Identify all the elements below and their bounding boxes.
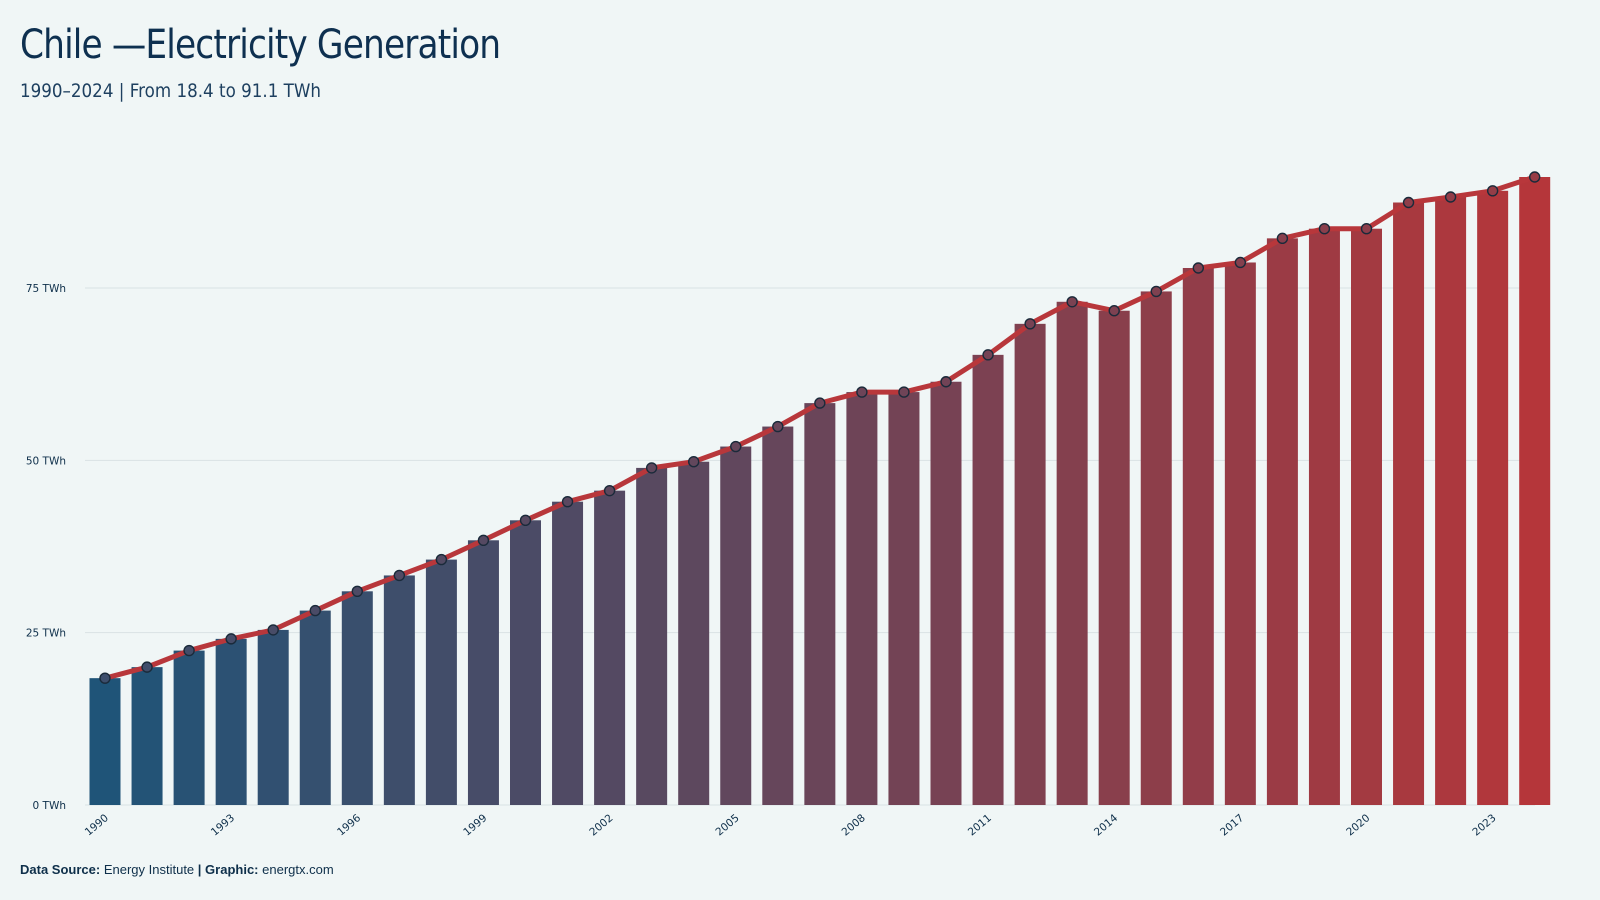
data-point [940,376,952,388]
x-tick-label: 2023 [1470,812,1498,838]
bar [720,446,752,805]
bar [1351,228,1382,806]
x-tick-label: 1990 [83,812,111,838]
data-point [1066,296,1078,308]
data-point [1528,171,1541,183]
bar [762,426,794,805]
data-point [519,514,532,526]
x-tick-label: 1996 [335,812,363,839]
data-point [645,462,658,474]
bar [888,392,920,805]
bar [1182,267,1214,805]
bar [425,559,457,805]
data-point [435,553,448,566]
data-point [772,420,784,433]
bar [1435,196,1467,805]
y-tick-label: 50 TWh [26,455,66,467]
x-tick-label: 2014 [1092,812,1120,839]
bar [89,678,121,805]
data-point [561,495,574,508]
footer: Data Source: Energy Institute | Graphic:… [20,862,334,877]
data-point [898,386,910,398]
x-axis: 1990 1993 1996 1999 2002 2005 2008 2011 2014 2017… [83,812,1499,839]
bar [1098,310,1130,805]
bar [299,610,331,805]
data-point [225,633,237,645]
data-point [309,604,321,617]
x-tick-label: 1999 [461,812,489,838]
data-point [1444,191,1457,203]
data-point [1318,223,1331,235]
data-point [1402,196,1415,209]
bar [1224,262,1256,805]
bar [636,467,668,805]
data-point [267,624,279,636]
bar [1308,228,1340,806]
data-point [982,349,994,361]
bar [1266,238,1298,805]
x-tick-label: 2017 [1218,812,1246,838]
data-point [856,386,868,398]
data-point [730,440,742,453]
bar-layer [89,177,1551,806]
data-point [1486,185,1499,197]
bar [552,501,584,805]
bar [257,629,289,805]
bar [510,520,541,805]
graphic-value: energtx.com [262,862,334,877]
source-value: Energy Institute [103,862,195,877]
data-point [1150,285,1162,298]
x-tick-label: 2020 [1344,812,1372,838]
chart-subtitle: 1990–2024 | From 18.4 to 91.1 TWh [20,80,322,102]
bar [678,461,710,805]
x-tick-label: 2011 [966,812,994,838]
chart-title: Chile —Electricity Generation [20,22,501,68]
bar [930,381,962,805]
x-tick-label: 1993 [209,812,237,838]
bar [1519,177,1551,805]
y-tick-label: 75 TWh [26,283,66,295]
bar [1140,291,1172,805]
bar [383,575,415,805]
data-point [1276,232,1289,245]
data-point [603,484,616,497]
x-tick-label: 2002 [587,812,615,838]
bar [131,667,163,805]
data-point [183,644,195,657]
data-point [1024,318,1036,330]
data-point [477,534,490,546]
graphic-label: Graphic: [205,862,259,877]
bar [846,392,878,805]
bar [173,650,205,805]
y-axis: 0 TWh 25 TWh 50 TWh 75 TWh [26,283,66,812]
data-point [688,456,700,468]
bar [1477,190,1509,805]
x-tick-label: 2005 [713,812,741,838]
data-point [1360,223,1373,235]
y-tick-label: 0 TWh [33,800,66,812]
data-point [141,661,153,673]
bar [1393,202,1425,805]
bar [804,403,836,805]
data-point [814,397,826,409]
data-point [1234,256,1247,269]
data-point [1192,262,1205,274]
data-point [393,569,406,582]
bar [341,591,373,805]
bar [1056,301,1088,805]
data-point [351,585,363,598]
x-tick-label: 2008 [840,812,868,838]
data-point [1108,305,1120,317]
data-point [99,672,111,684]
bar [972,354,1004,805]
source-label: Data Source: [20,862,101,877]
bar [594,490,626,805]
bar [215,638,247,805]
y-tick-label: 25 TWh [26,628,66,640]
bar [1014,323,1046,805]
bar [467,540,499,805]
line-layer [99,171,1541,684]
footer-separator: | [197,862,202,877]
